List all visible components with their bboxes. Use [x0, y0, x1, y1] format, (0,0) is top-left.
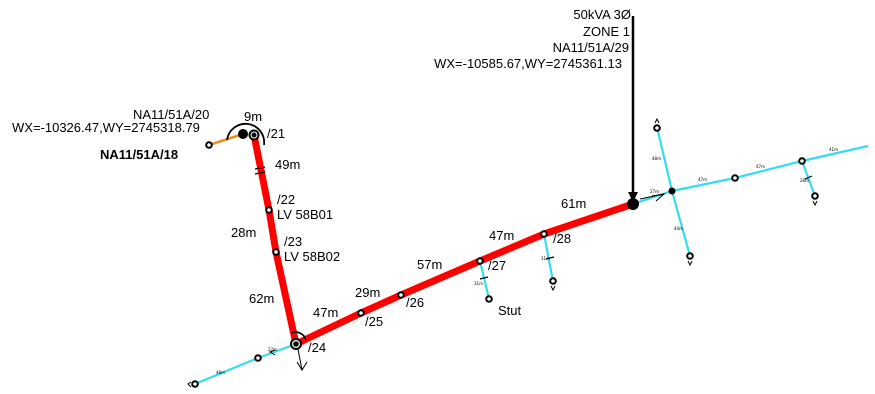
- pole-26-label: /26: [406, 295, 424, 310]
- pole-23-lv: LV 58B02: [284, 249, 340, 264]
- span-9m: 9m: [244, 109, 262, 124]
- pole-24-label: /24: [308, 340, 326, 355]
- node-18: [206, 142, 212, 148]
- tiny-28-drop: 31m: [541, 256, 550, 261]
- span-62m: 62m: [249, 291, 274, 306]
- pole-22-lv: LV 58B01: [277, 207, 333, 222]
- span-49m: 49m: [275, 157, 300, 172]
- node-south: [687, 253, 693, 259]
- branch-southwest-2: [195, 358, 258, 384]
- span-47m-b: 47m: [489, 228, 514, 243]
- transformer-coords: WX=-10585.67,WY=2745361.13: [434, 56, 622, 71]
- node-23: [273, 249, 279, 255]
- node-20: [239, 130, 247, 138]
- node-21-inner: [253, 134, 256, 137]
- node-east-1: [732, 175, 738, 181]
- branch-east-main-3: [735, 161, 802, 178]
- pole-18-id: NA11/51A/18: [100, 147, 178, 162]
- span-47m-a: 47m: [313, 305, 338, 320]
- pole-25-label: /25: [365, 314, 383, 329]
- node-25: [358, 310, 364, 316]
- span-29m: 29m: [355, 285, 380, 300]
- span-61m: 61m: [561, 196, 586, 211]
- stut-label: Stut: [498, 303, 522, 318]
- node-stut: [486, 296, 492, 302]
- pole-22-label: /22: [277, 192, 295, 207]
- tiny-south-44: 44m: [674, 226, 683, 231]
- service-line: [209, 134, 243, 145]
- branch-southwest: [258, 344, 296, 358]
- pole-21-label: /21: [267, 126, 285, 141]
- transformer-rating: 50kVA 3Ø: [573, 7, 631, 22]
- tiny-east-41: 41m: [829, 147, 838, 152]
- tiny-east-47b: 47m: [756, 164, 765, 169]
- tiny-27-drop: 31m: [474, 281, 483, 286]
- node-27: [477, 258, 483, 264]
- end-arrow-28-drop-icon: [551, 286, 555, 290]
- tiny-east-27: 27m: [650, 189, 659, 194]
- node-junction-east: [670, 189, 675, 194]
- main-lv-line: [254, 135, 633, 344]
- span-28m: 28m: [231, 225, 256, 240]
- node-26: [398, 292, 404, 298]
- end-arrow-south-icon: [688, 261, 692, 265]
- end-arrow-east-drop-icon: [813, 201, 817, 205]
- node-east-2: [799, 158, 805, 164]
- node-north: [654, 125, 660, 131]
- node-east-drop: [812, 193, 818, 199]
- tiny-east-drop: 28m: [800, 178, 809, 183]
- tiny-sw-48: 48m: [216, 370, 225, 375]
- node-22: [266, 207, 272, 213]
- node-sw-2: [192, 381, 198, 387]
- node-28: [541, 231, 547, 237]
- node-sw-1: [255, 355, 261, 361]
- end-arrow-north-icon: [655, 119, 659, 123]
- transformer-id: NA11/51A/29: [553, 40, 629, 55]
- pole-28-label: /28: [553, 231, 571, 246]
- node-24-inner: [294, 342, 298, 346]
- node-28-drop: [550, 278, 556, 284]
- node-29-transformer: [628, 199, 638, 209]
- transformer-zone: ZONE 1: [583, 24, 630, 39]
- tiny-sw-27: 27m: [268, 347, 277, 352]
- end-arrow-sw-icon: [188, 382, 191, 387]
- pole-27-label: /27: [488, 258, 506, 273]
- span-57m: 57m: [417, 257, 442, 272]
- branch-south: [672, 191, 690, 256]
- tiny-east-47: 47m: [698, 177, 707, 182]
- tiny-north-48: 48m: [652, 156, 661, 161]
- pole-20-coords: WX=-10326.47,WY=2745318.79: [12, 120, 200, 135]
- pole-23-label: /23: [284, 234, 302, 249]
